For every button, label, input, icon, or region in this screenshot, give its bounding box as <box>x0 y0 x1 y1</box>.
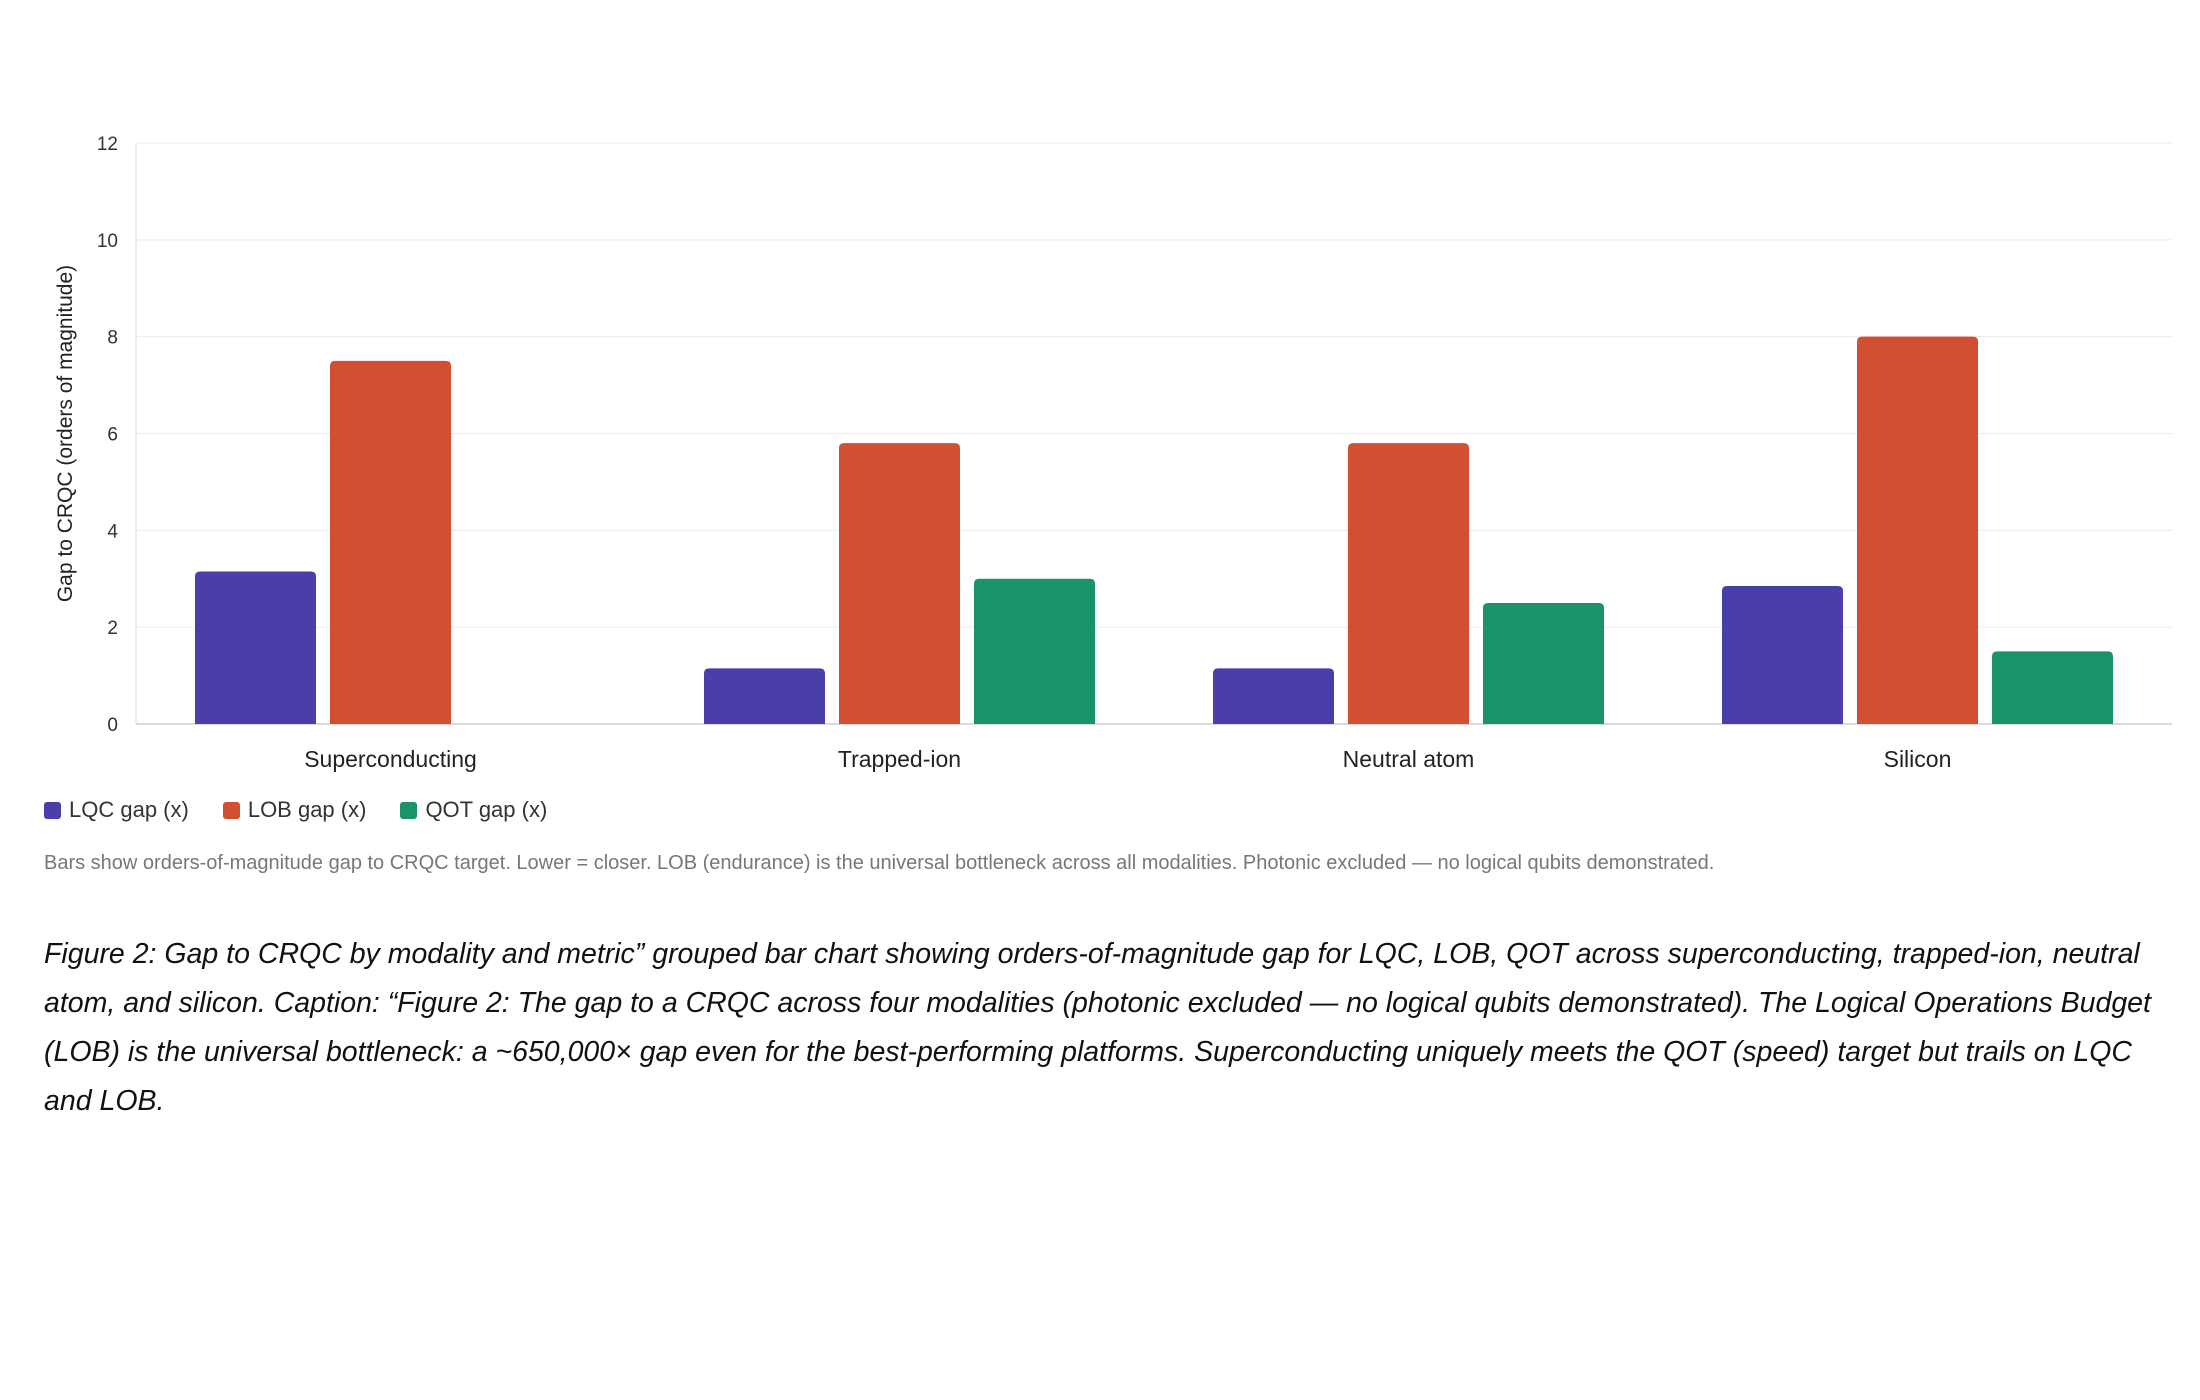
legend-label: QOT gap (x) <box>425 797 548 822</box>
chart-note: Bars show orders-of-magnitude gap to CRQ… <box>44 852 1715 874</box>
legend-item: QOT gap (x) <box>400 797 547 823</box>
legend-item: LOB gap (x) <box>222 797 367 823</box>
category-label: Trapped-ion <box>838 746 961 772</box>
y-tick-label: 4 <box>107 521 118 542</box>
y-tick-label: 12 <box>97 134 118 155</box>
legend-swatch <box>44 801 61 819</box>
bar-lob-superconducting <box>330 360 451 724</box>
legend-swatch <box>400 801 418 819</box>
bar-lqc-trapped-ion <box>704 668 825 724</box>
category-labels: Superconducting Trapped-ion Neutral atom Si… <box>304 746 1951 772</box>
legend: LQC gap (x) LOB gap (x) QOT gap (x) <box>44 797 547 823</box>
legend-label: LOB gap (x) <box>247 797 367 822</box>
y-tick-label: 8 <box>107 328 118 349</box>
y-axis-label: Gap to CRQC (orders of magnitude) <box>54 265 77 602</box>
legend-label: LQC gap (x) <box>69 797 189 822</box>
y-tick-label: 6 <box>107 425 118 446</box>
bar-lob-trapped-ion <box>839 443 960 724</box>
category-label: Neutral atom <box>1343 746 1475 772</box>
y-axis-ticks: 0 2 4 6 8 10 12 <box>97 134 119 736</box>
y-tick-label: 0 <box>107 715 118 736</box>
figure-caption: Figure 2: Gap to CRQC by modality and me… <box>44 938 2151 1117</box>
bar-qot-silicon <box>1992 651 2113 724</box>
category-label: Superconducting <box>304 746 477 772</box>
category-label: Silicon <box>1884 746 1952 772</box>
legend-item: LQC gap (x) <box>44 797 189 823</box>
bar-lob-neutral-atom <box>1348 443 1469 724</box>
legend-swatch <box>222 801 240 819</box>
bar-qot-trapped-ion <box>974 578 1095 724</box>
bar-lqc-silicon <box>1722 586 1843 724</box>
bar-qot-neutral-atom <box>1483 602 1604 724</box>
bar-lqc-neutral-atom <box>1213 668 1334 724</box>
y-tick-label: 10 <box>97 231 118 252</box>
bar-lqc-superconducting <box>195 571 316 724</box>
bar-lob-silicon <box>1857 336 1978 724</box>
bars <box>195 336 2113 724</box>
grouped-bar-chart: 0 2 4 6 8 10 12 Superconducting Trapped-ion Neut… <box>54 134 2172 772</box>
y-tick-label: 2 <box>107 618 118 639</box>
